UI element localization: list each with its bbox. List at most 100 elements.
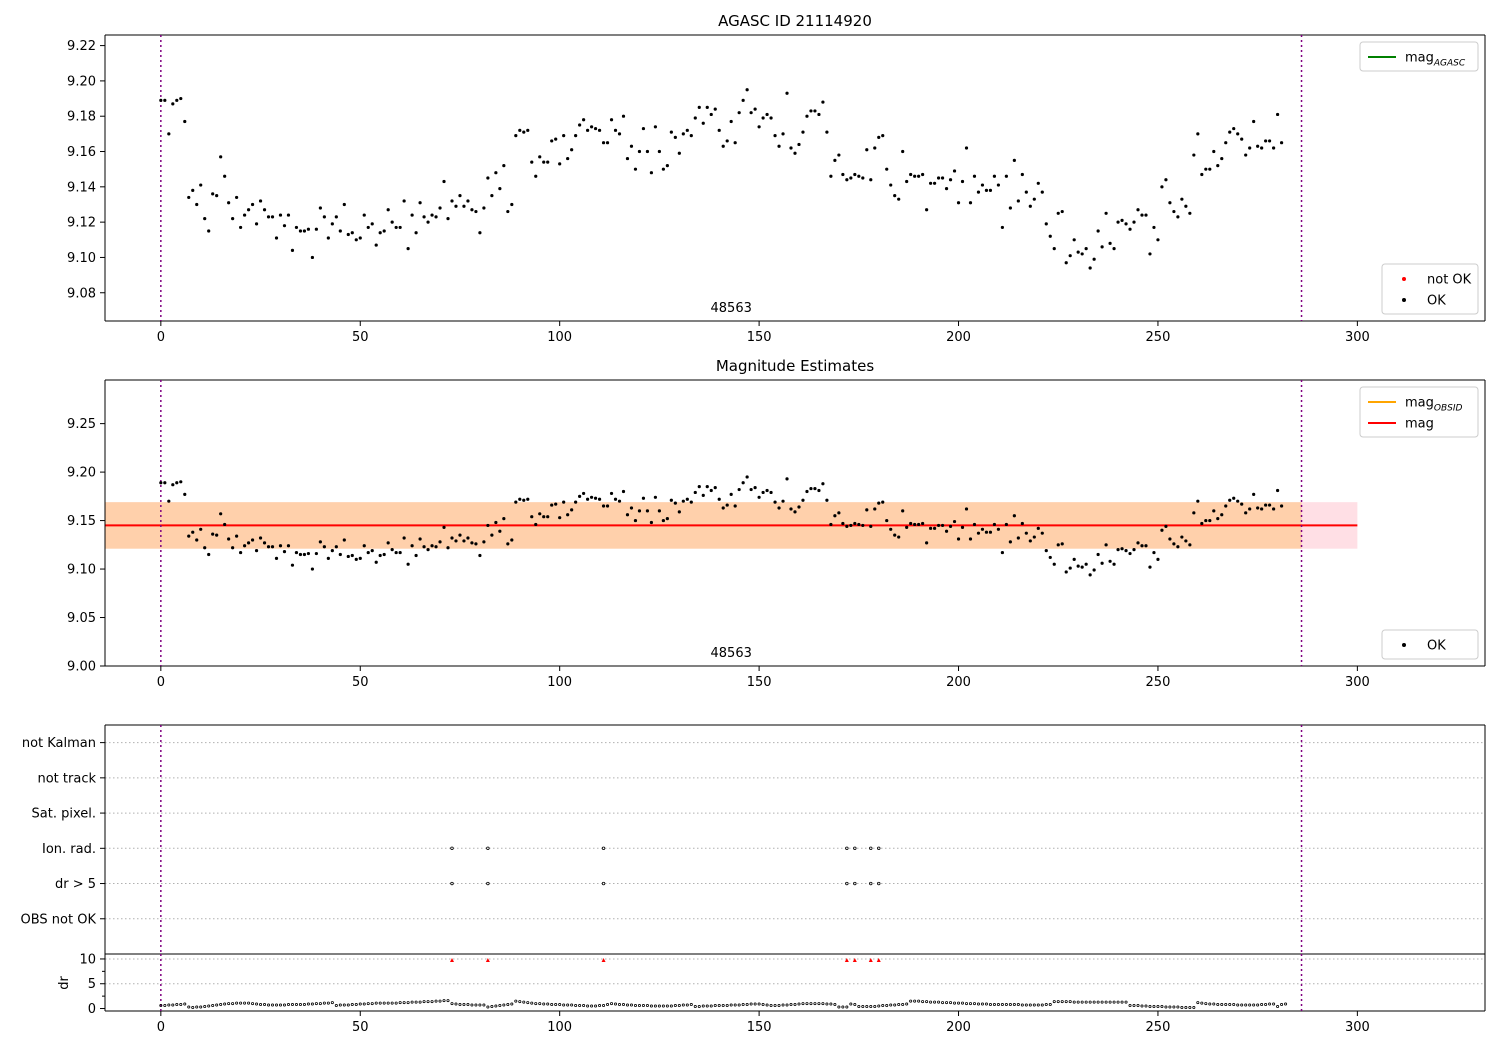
mag-estimates-point: [665, 517, 669, 521]
dr-point: [889, 1003, 893, 1007]
mag-agasc-point: [310, 255, 314, 260]
dr-point: [917, 999, 921, 1003]
dr-point: [661, 1004, 665, 1008]
mag-estimates-point: [199, 527, 203, 531]
mag-estimates-point: [1252, 492, 1256, 496]
mag-estimates-point: [442, 525, 446, 529]
dr-point: [709, 1004, 713, 1008]
dr-point: [482, 1003, 486, 1007]
flags-flag-point: [853, 881, 857, 886]
mag-agasc-point: [270, 215, 275, 219]
mag-agasc-point: [877, 135, 881, 139]
dr-point: [163, 1004, 167, 1008]
mag-agasc-ytick-label: 9.16: [67, 145, 96, 160]
dr-point: [1032, 1003, 1036, 1007]
mag-agasc-point: [246, 208, 251, 212]
dr-point: [179, 1003, 183, 1007]
mag-estimates-xtick-label: 0: [157, 675, 165, 690]
mag-agasc-point: [657, 149, 661, 154]
mag-estimates-point: [1168, 537, 1172, 541]
mag-agasc-point: [1184, 204, 1188, 208]
mag-agasc-point: [793, 151, 797, 155]
mag-agasc-point: [410, 213, 414, 217]
mag-agasc-point: [1088, 266, 1092, 270]
mag-agasc-point: [578, 123, 582, 127]
mag-estimates-point: [1052, 562, 1056, 566]
mag-agasc-point: [207, 229, 211, 233]
mag-agasc-point: [318, 206, 322, 210]
mag-agasc-legend: magAGASC: [1359, 41, 1479, 72]
mag-estimates-point: [1140, 544, 1144, 548]
mag-agasc-point: [1192, 153, 1196, 157]
dr-xtick-label: 100: [547, 1020, 572, 1035]
mag-estimates-point: [1152, 550, 1156, 555]
mag-estimates-point: [713, 486, 717, 490]
dr-point: [1284, 1002, 1288, 1006]
dr-point: [913, 999, 917, 1003]
dr-point: [259, 1003, 263, 1007]
mag-estimates-legend-dot-swatch: [1402, 643, 1406, 647]
mag-estimates-point: [1000, 550, 1004, 555]
mag-estimates-point: [741, 481, 745, 485]
mag-agasc-point: [486, 176, 490, 180]
mag-estimates-point: [753, 486, 757, 490]
dr-point: [717, 1004, 721, 1008]
dr-point: [992, 1003, 996, 1007]
mag-estimates-point: [1136, 541, 1140, 545]
dr-exceed-marker: [868, 957, 873, 962]
mag-estimates-point: [546, 515, 550, 519]
mag-estimates-point: [681, 499, 685, 503]
mag-agasc-point: [438, 206, 442, 210]
mag-estimates-point: [171, 483, 175, 487]
mag-agasc-point: [1272, 146, 1276, 150]
mag-estimates-point: [1232, 496, 1236, 500]
mag-estimates-point: [462, 539, 466, 543]
mag-estimates-point: [917, 522, 921, 527]
dr-point: [1080, 1000, 1084, 1004]
mag-estimates-point: [984, 530, 989, 534]
mag-estimates-point: [865, 508, 869, 512]
mag-agasc-point: [1016, 199, 1020, 203]
mag-estimates-point: [785, 477, 789, 481]
dr-point: [1072, 1000, 1076, 1004]
dr-point: [761, 1003, 765, 1007]
mag-estimates-xtick-label: 300: [1345, 675, 1370, 690]
mag-estimates-point: [1160, 528, 1164, 532]
dr-point: [598, 1004, 602, 1008]
dr-ytick-label: 10: [79, 952, 96, 967]
flags-flag-point: [853, 846, 857, 851]
dr-point: [346, 1003, 350, 1007]
dr-point: [825, 1002, 829, 1006]
dr-point: [777, 1004, 781, 1008]
mag-estimates-point: [434, 545, 438, 549]
mag-estimates-point: [729, 492, 733, 496]
dr-ylabel: dr: [57, 976, 72, 990]
mag-agasc-point: [326, 236, 330, 240]
mag-estimates-point: [446, 546, 450, 550]
mag-estimates-point: [1220, 513, 1224, 517]
mag-agasc-point: [1279, 141, 1284, 145]
dr-point: [877, 1004, 881, 1008]
mag-agasc-point: [1072, 238, 1076, 242]
mag-estimates-point: [673, 501, 677, 505]
dr-point: [251, 1002, 255, 1006]
mag-agasc-point: [163, 98, 167, 102]
mag-estimates-point: [817, 488, 821, 493]
mag-agasc-point: [992, 174, 997, 178]
dr-point: [673, 1004, 677, 1008]
mag-estimates-point: [1268, 503, 1272, 507]
mag-estimates-point: [913, 522, 917, 527]
mag-agasc-point: [1216, 164, 1220, 168]
mag-agasc-point: [765, 112, 769, 117]
mag-agasc-point: [1176, 215, 1180, 219]
dr-point: [530, 1001, 534, 1005]
dr-point: [976, 1002, 980, 1006]
mag-agasc-point: [801, 130, 805, 134]
mag-agasc-point: [621, 114, 626, 118]
mag-estimates-point: [849, 523, 853, 528]
mag-estimates-point: [338, 552, 342, 557]
dr-point: [382, 1001, 386, 1005]
mag-agasc-point: [940, 176, 945, 180]
mag-agasc-point: [781, 132, 785, 136]
mag-agasc-point: [1144, 213, 1148, 217]
